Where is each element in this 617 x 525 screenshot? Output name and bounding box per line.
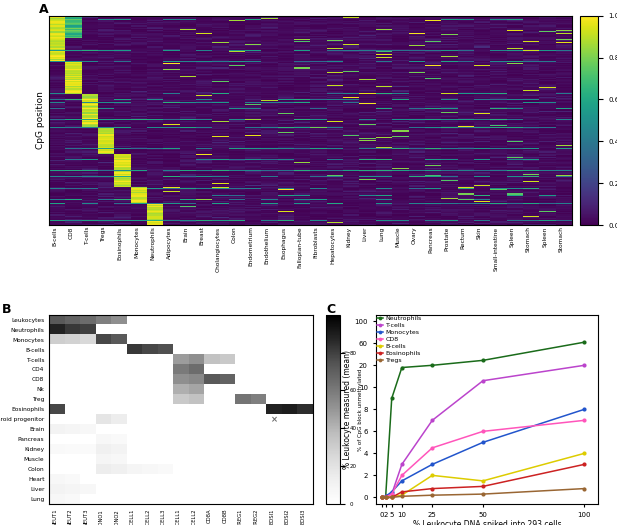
Neutrophils: [382, 494, 389, 500]
T-cells: [398, 461, 405, 468]
Text: A: A: [39, 3, 49, 16]
B-cells: [388, 494, 395, 500]
T-cells: [378, 494, 385, 500]
Eosinophils: [378, 494, 385, 500]
Monocytes: [429, 461, 436, 468]
Monocytes: [388, 489, 395, 495]
T-cells: [429, 417, 436, 424]
CD8: [479, 428, 487, 435]
Eosinophils: [398, 489, 405, 495]
Text: ×: ×: [271, 415, 278, 424]
CD8: [388, 491, 395, 497]
Text: C: C: [326, 303, 336, 317]
Neutrophils: [429, 362, 436, 369]
T-cells: [479, 377, 487, 384]
X-axis label: % Leukocyte DNA spiked into 293 cells: % Leukocyte DNA spiked into 293 cells: [413, 520, 561, 525]
Eosinophils: [581, 461, 588, 468]
CD8: [382, 494, 389, 500]
T-cells: [382, 493, 389, 499]
B-cells: [382, 494, 389, 500]
Text: B: B: [2, 303, 12, 317]
Legend: Neutrophils, T-cells, Monocytes, CD8, B-cells, Eosinophils, Tregs: Neutrophils, T-cells, Monocytes, CD8, B-…: [377, 316, 422, 363]
CD8: [429, 445, 436, 451]
B-cells: [581, 450, 588, 457]
B-cells: [429, 472, 436, 478]
Tregs: [378, 494, 385, 500]
Y-axis label: CpG position: CpG position: [36, 91, 45, 149]
Line: B-cells: B-cells: [379, 452, 586, 499]
Line: Eosinophils: Eosinophils: [379, 463, 586, 499]
Neutrophils: [479, 357, 487, 363]
Tregs: [429, 492, 436, 498]
Y-axis label: % Leukocyte measured (mean): % Leukocyte measured (mean): [342, 350, 352, 469]
Monocytes: [382, 493, 389, 499]
CD8: [398, 472, 405, 478]
B-cells: [378, 494, 385, 500]
Monocytes: [581, 406, 588, 413]
Line: T-cells: T-cells: [379, 363, 586, 499]
Line: Monocytes: Monocytes: [379, 407, 586, 499]
Tregs: [382, 494, 389, 500]
Eosinophils: [388, 494, 395, 500]
Line: Neutrophils: Neutrophils: [379, 340, 586, 499]
Monocytes: [479, 439, 487, 446]
Eosinophils: [479, 483, 487, 489]
T-cells: [388, 491, 395, 497]
CD8: [581, 417, 588, 424]
Eosinophils: [429, 486, 436, 492]
Neutrophils: [581, 339, 588, 345]
Y-axis label: % of CpG block unmethylated: % of CpG block unmethylated: [358, 368, 363, 450]
CD8: [378, 494, 385, 500]
Tregs: [398, 493, 405, 499]
B-cells: [398, 492, 405, 498]
Eosinophils: [382, 494, 389, 500]
T-cells: [581, 362, 588, 369]
Tregs: [479, 491, 487, 497]
Tregs: [581, 486, 588, 492]
Neutrophils: [378, 494, 385, 500]
Line: CD8: CD8: [379, 418, 586, 499]
B-cells: [479, 478, 487, 484]
Neutrophils: [398, 364, 405, 371]
Tregs: [388, 494, 395, 500]
Monocytes: [398, 478, 405, 484]
Neutrophils: [388, 395, 395, 402]
Line: Tregs: Tregs: [379, 487, 586, 499]
Monocytes: [378, 494, 385, 500]
